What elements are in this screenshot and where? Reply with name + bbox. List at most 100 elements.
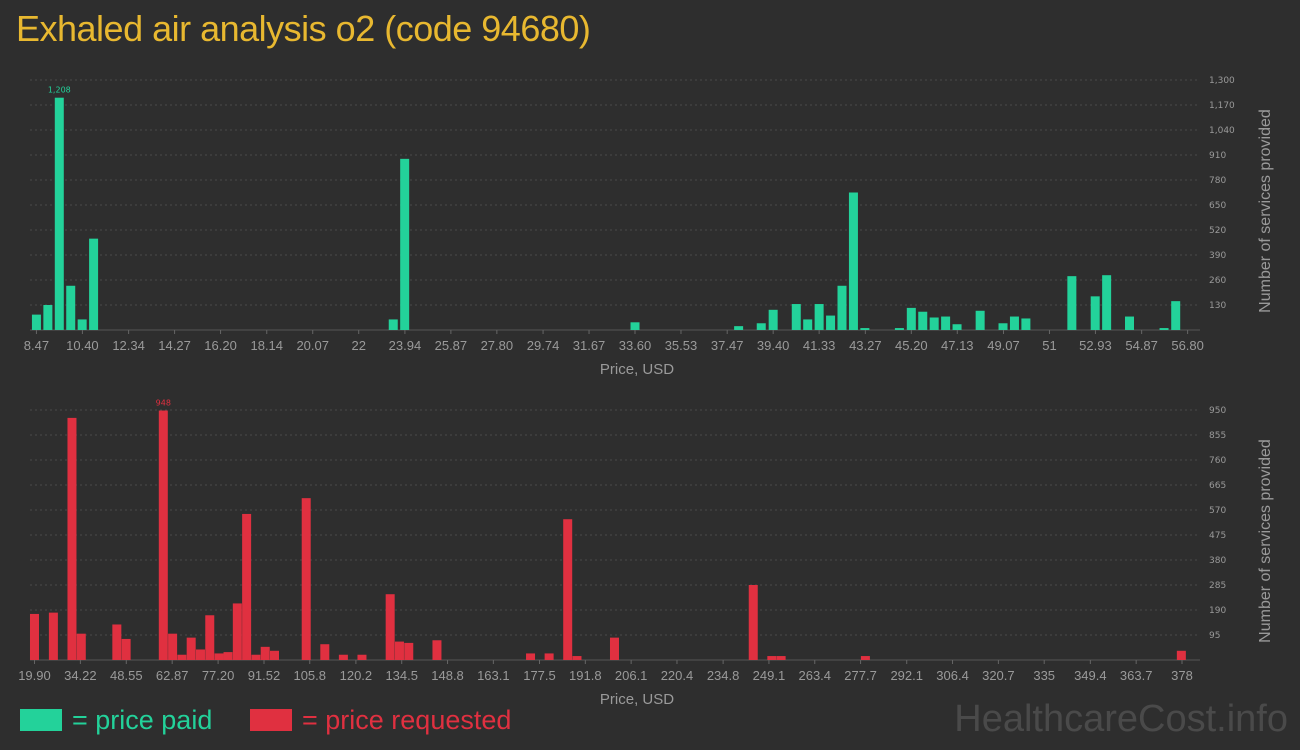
- paid-bar: [1067, 276, 1077, 330]
- requested-ytick-label: 190: [1209, 606, 1226, 616]
- requested-bar: [385, 594, 395, 660]
- requested-ytick-label: 665: [1209, 481, 1226, 491]
- paid-xtick-label: 8.47: [24, 338, 49, 353]
- paid-bar: [54, 97, 64, 330]
- requested-bar: [48, 612, 58, 660]
- paid-xtick-label: 27.80: [481, 338, 514, 353]
- requested-xtick-label: 134.5: [385, 668, 418, 683]
- requested-bar: [168, 633, 178, 660]
- paid-bar: [860, 328, 870, 330]
- paid-bar: [66, 285, 76, 330]
- requested-xtick-label: 91.52: [248, 668, 281, 683]
- requested-xtick-label: 163.1: [477, 668, 510, 683]
- requested-bar: [301, 498, 311, 660]
- requested-xtick-label: 34.22: [64, 668, 97, 683]
- paid-bar: [768, 309, 778, 330]
- paid-ytick-label: 910: [1209, 151, 1226, 161]
- paid-bar: [89, 238, 99, 330]
- requested-xtick-label: 363.7: [1120, 668, 1153, 683]
- paid-xtick-label: 51: [1042, 338, 1056, 353]
- requested-xtick-label: 191.8: [569, 668, 602, 683]
- requested-bar: [251, 654, 261, 660]
- paid-xtick-label: 39.40: [757, 338, 790, 353]
- paid-bar: [929, 317, 939, 330]
- paid-xtick-label: 41.33: [803, 338, 836, 353]
- paid-peak-label: 1,208: [48, 86, 71, 95]
- paid-xtick-label: 20.07: [296, 338, 329, 353]
- paid-xtick-label: 10.40: [66, 338, 99, 353]
- paid-xtick-label: 52.93: [1079, 338, 1112, 353]
- paid-ytick-label: 780: [1209, 176, 1226, 186]
- requested-xtick-label: 177.5: [523, 668, 556, 683]
- paid-bar: [1009, 316, 1019, 330]
- paid-ytick-label: 650: [1209, 201, 1226, 211]
- paid-bar: [952, 324, 962, 330]
- paid-bar: [998, 323, 1008, 330]
- requested-bar: [121, 638, 131, 660]
- requested-bar: [432, 640, 442, 660]
- requested-xtick-label: 335: [1033, 668, 1055, 683]
- requested-bar: [748, 585, 758, 660]
- paid-bar: [941, 316, 951, 330]
- paid-xtick-label: 18.14: [250, 338, 283, 353]
- requested-bar: [214, 653, 224, 660]
- paid-xtick-label: 16.20: [204, 338, 237, 353]
- paid-xtick-label: 35.53: [665, 338, 698, 353]
- paid-bar: [1102, 275, 1112, 330]
- paid-bar: [388, 319, 398, 330]
- legend-swatch-requested: [250, 709, 292, 731]
- paid-bar: [814, 304, 824, 330]
- paid-xtick-label: 54.87: [1125, 338, 1158, 353]
- paid-bar: [848, 192, 858, 330]
- paid-xtick-label: 49.07: [987, 338, 1020, 353]
- requested-bar: [404, 642, 414, 660]
- paid-bar: [1124, 316, 1134, 330]
- paid-bar: [1021, 318, 1031, 330]
- requested-bar: [260, 646, 270, 660]
- paid-ytick-label: 520: [1209, 226, 1226, 236]
- paid-xtick-label: 56.80: [1171, 338, 1204, 353]
- paid-xtick-label: 25.87: [435, 338, 468, 353]
- paid-bar: [975, 310, 985, 330]
- paid-xaxis-title: Price, USD: [600, 361, 674, 378]
- paid-bar: [31, 314, 41, 330]
- requested-bar: [338, 654, 348, 660]
- legend-paid: = price paid: [20, 704, 212, 736]
- requested-bar: [526, 653, 536, 660]
- paid-xtick-label: 12.34: [112, 338, 145, 353]
- paid-bar: [1090, 296, 1100, 330]
- paid-ytick-label: 1,170: [1209, 101, 1235, 111]
- requested-xtick-label: 148.8: [431, 668, 464, 683]
- requested-xtick-label: 77.20: [202, 668, 235, 683]
- paid-ytick-label: 130: [1209, 301, 1226, 311]
- requested-xtick-label: 306.4: [936, 668, 969, 683]
- paid-xtick-label: 23.94: [389, 338, 422, 353]
- paid-bar: [803, 319, 813, 330]
- paid-bar: [630, 322, 640, 330]
- requested-ytick-label: 475: [1209, 531, 1226, 541]
- requested-yaxis-title: Number of services provided: [1257, 439, 1274, 643]
- requested-bar: [177, 654, 187, 660]
- requested-bar: [1176, 650, 1186, 660]
- paid-bar: [756, 323, 766, 330]
- requested-bar: [67, 417, 77, 660]
- paid-xtick-label: 22: [351, 338, 365, 353]
- requested-bar: [232, 603, 242, 660]
- requested-ytick-label: 285: [1209, 581, 1226, 591]
- requested-xtick-label: 292.1: [890, 668, 923, 683]
- paid-bar: [43, 305, 53, 330]
- requested-bar: [609, 637, 619, 660]
- paid-ytick-label: 1,300: [1209, 76, 1235, 86]
- requested-bar: [223, 652, 233, 660]
- requested-bar: [394, 641, 404, 660]
- requested-ytick-label: 570: [1209, 506, 1226, 516]
- requested-ytick-label: 760: [1209, 456, 1226, 466]
- paid-xtick-label: 14.27: [158, 338, 191, 353]
- requested-xtick-label: 19.90: [18, 668, 51, 683]
- requested-xtick-label: 263.4: [798, 668, 831, 683]
- legend-requested: = price requested: [250, 704, 511, 736]
- requested-bar: [158, 410, 168, 660]
- legend-label-paid: = price paid: [72, 704, 213, 735]
- requested-ytick-label: 95: [1209, 631, 1220, 641]
- paid-xtick-label: 33.60: [619, 338, 652, 353]
